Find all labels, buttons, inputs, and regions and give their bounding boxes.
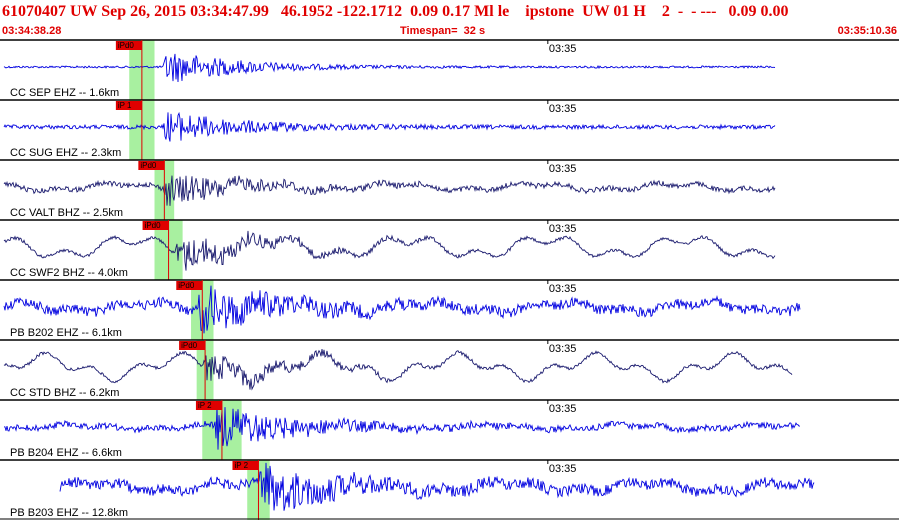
channel-label: CC STD BHZ -- 6.2km bbox=[10, 387, 119, 399]
event-title: 61070407 UW Sep 26, 2015 03:34:47.99 46.… bbox=[2, 3, 789, 20]
trace-row[interactable]: 03:35 iP 1 CC SUG EHZ -- 2.3km bbox=[0, 99, 899, 160]
waveform bbox=[3, 285, 801, 334]
pick-flag[interactable] bbox=[176, 281, 203, 290]
trace-row[interactable]: 03:35 iP 2 PB B203 EHZ -- 12.8km bbox=[0, 459, 899, 520]
waveform bbox=[3, 175, 776, 206]
channel-label: PB B202 EHZ -- 6.1km bbox=[10, 327, 122, 339]
time-tick-label: 03:35 bbox=[549, 43, 577, 55]
pick-label: iPd0 bbox=[178, 281, 195, 290]
start-time: 03:34:38.28 bbox=[2, 25, 62, 37]
time-tick-label: 03:35 bbox=[549, 103, 577, 115]
time-tick-label: 03:35 bbox=[549, 283, 577, 295]
channel-label: CC SEP EHZ -- 1.6km bbox=[10, 87, 119, 99]
pick-flag[interactable] bbox=[138, 161, 165, 170]
waveform bbox=[3, 230, 776, 271]
trace-row[interactable]: 03:35 iPd0 PB B202 EHZ -- 6.1km bbox=[0, 279, 899, 340]
pick-label: iP 2 bbox=[234, 461, 248, 470]
channel-label: PB B203 EHZ -- 12.8km bbox=[10, 507, 128, 519]
pick-label: iP 2 bbox=[198, 401, 212, 410]
pick-label: iPd0 bbox=[145, 221, 162, 230]
time-tick-label: 03:35 bbox=[549, 343, 577, 355]
pick-flag[interactable] bbox=[179, 341, 206, 350]
waveform bbox=[3, 53, 776, 83]
time-tick-label: 03:35 bbox=[549, 403, 577, 415]
pick-label: iPd0 bbox=[140, 161, 157, 170]
pick-flag[interactable] bbox=[142, 221, 169, 230]
timespan-label: Timespan= 32 s bbox=[400, 25, 486, 37]
trace-row[interactable]: 03:35 iPd0 CC VALT BHZ -- 2.5km bbox=[0, 159, 899, 220]
time-tick-label: 03:35 bbox=[549, 163, 577, 175]
pick-flag[interactable] bbox=[115, 101, 142, 110]
waveform bbox=[3, 405, 800, 450]
pick-label: iP 1 bbox=[118, 101, 132, 110]
end-time: 03:35:10.36 bbox=[837, 25, 897, 37]
channel-label: CC VALT BHZ -- 2.5km bbox=[10, 207, 123, 219]
waveform bbox=[59, 462, 815, 511]
pick-label: iPd0 bbox=[118, 41, 135, 50]
trace-row[interactable]: 03:35 iPd0 CC SWF2 BHZ -- 4.0km bbox=[0, 219, 899, 280]
trace-row[interactable]: 03:35 iP 2 PB B204 EHZ -- 6.6km bbox=[0, 399, 899, 460]
waveform bbox=[3, 111, 776, 142]
channel-label: PB B204 EHZ -- 6.6km bbox=[10, 447, 122, 459]
trace-row[interactable]: 03:35 iPd0 CC STD BHZ -- 6.2km bbox=[0, 339, 899, 400]
pick-flag[interactable] bbox=[195, 401, 222, 410]
time-tick-label: 03:35 bbox=[549, 223, 577, 235]
pick-flag[interactable] bbox=[232, 461, 259, 470]
channel-label: CC SUG EHZ -- 2.3km bbox=[10, 147, 121, 159]
pick-label: iPd0 bbox=[181, 341, 198, 350]
pick-flag[interactable] bbox=[115, 41, 142, 50]
trace-row[interactable]: 03:35 iPd0 CC SEP EHZ -- 1.6km bbox=[0, 39, 899, 100]
channel-label: CC SWF2 BHZ -- 4.0km bbox=[10, 267, 128, 279]
waveform bbox=[3, 349, 793, 391]
time-tick-label: 03:35 bbox=[549, 463, 577, 475]
